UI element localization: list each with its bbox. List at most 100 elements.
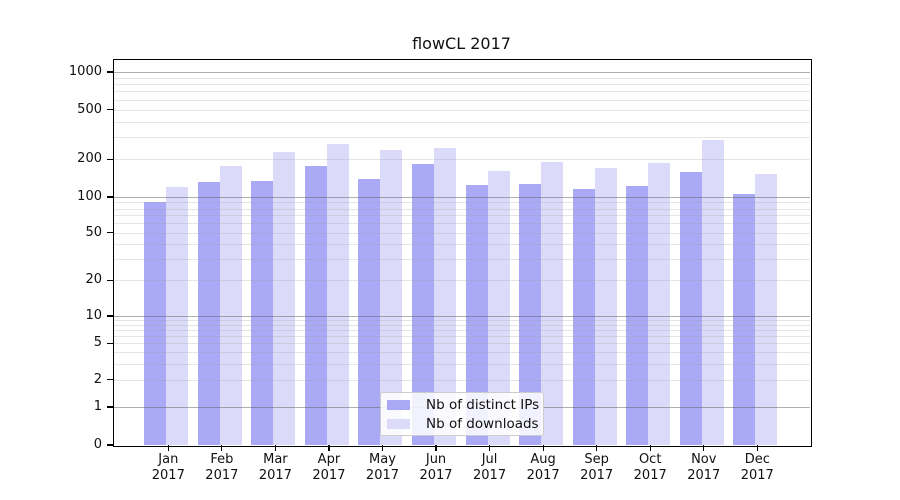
x-tick xyxy=(435,445,437,451)
gridline-minor xyxy=(113,77,810,79)
x-tick-year: 2017 xyxy=(258,468,292,483)
gridline-minor xyxy=(113,109,810,111)
x-tick-month: Mar xyxy=(263,452,288,467)
x-tick-label: Jul 2017 xyxy=(460,452,520,484)
x-tick-month: Sep xyxy=(584,452,609,467)
gridline-minor xyxy=(113,244,810,246)
x-tick-year: 2017 xyxy=(151,468,185,483)
gridline-major xyxy=(113,71,810,73)
bar-distinct-ips xyxy=(304,165,327,445)
y-tick xyxy=(106,232,113,234)
chart-title: flowCL 2017 xyxy=(412,34,511,53)
bar-downloads xyxy=(541,161,564,445)
x-tick xyxy=(596,445,598,451)
y-tick xyxy=(106,342,113,344)
gridline-minor xyxy=(113,280,810,282)
gridline-minor xyxy=(113,99,810,101)
gridline-minor xyxy=(113,320,810,322)
x-tick-year: 2017 xyxy=(526,468,560,483)
x-tick-label: Apr 2017 xyxy=(299,452,359,484)
y-tick-label: 20 xyxy=(85,272,102,288)
bar-downloads xyxy=(273,151,296,445)
x-tick-label: Aug 2017 xyxy=(513,452,573,484)
x-tick-label: Sep 2017 xyxy=(567,452,627,484)
x-tick-month: May xyxy=(369,452,396,467)
gridline-minor xyxy=(113,208,810,210)
gridline-minor xyxy=(113,232,810,234)
bar-distinct-ips xyxy=(679,171,702,445)
gridline-minor xyxy=(113,215,810,217)
x-tick xyxy=(488,445,491,451)
x-tick xyxy=(381,445,384,451)
y-tick-label: 2 xyxy=(93,371,102,387)
gridline-minor xyxy=(113,330,810,332)
x-tick xyxy=(221,445,223,451)
legend-swatch-downloads xyxy=(387,418,410,429)
x-tick-label: Jun 2017 xyxy=(406,452,466,484)
gridline-minor xyxy=(113,324,810,326)
gridline-major xyxy=(113,196,810,198)
x-tick-month: Jun xyxy=(425,452,447,467)
y-tick-label: 100 xyxy=(77,189,102,204)
bar-downloads xyxy=(380,149,403,445)
x-tick-year: 2017 xyxy=(687,468,721,483)
x-tick-year: 2017 xyxy=(740,468,774,483)
y-tick-label: 10 xyxy=(85,308,102,323)
bar-distinct-ips xyxy=(412,163,435,445)
x-tick-month: Aug xyxy=(530,452,556,467)
y-tick-label: 0 xyxy=(93,437,102,452)
gridline-minor xyxy=(113,336,810,338)
x-tick-label: Dec 2017 xyxy=(727,452,787,484)
x-tick-month: Dec xyxy=(744,452,770,467)
bar-distinct-ips xyxy=(358,179,381,445)
y-tick-label: 50 xyxy=(85,224,102,240)
x-tick-label: Mar 2017 xyxy=(245,452,305,484)
x-tick-year: 2017 xyxy=(633,468,667,483)
bar-distinct-ips xyxy=(465,184,488,445)
legend-label-downloads: Nb of downloads xyxy=(426,415,539,432)
y-tick xyxy=(106,406,113,408)
y-tick xyxy=(106,109,113,111)
bar-downloads xyxy=(648,163,671,445)
bar-distinct-ips xyxy=(733,194,756,445)
legend-item-distinct-ips: Nb of distinct IPs xyxy=(387,397,539,413)
gridline-minor xyxy=(113,121,810,123)
x-tick-month: Oct xyxy=(638,452,662,467)
bar-downloads xyxy=(755,173,778,445)
gridline-minor xyxy=(113,91,810,93)
gridline-minor xyxy=(113,352,810,354)
bar-downloads xyxy=(434,148,457,445)
plot-frame xyxy=(113,59,812,447)
gridline-minor xyxy=(113,363,810,365)
bar-downloads xyxy=(701,140,724,445)
bar-distinct-ips xyxy=(197,182,220,445)
x-tick-month: Apr xyxy=(317,452,341,467)
x-tick-month: Feb xyxy=(210,452,234,467)
bar-downloads xyxy=(219,166,242,445)
y-tick xyxy=(106,158,113,160)
gridline-minor xyxy=(113,159,810,161)
y-tick-label: 1 xyxy=(93,399,102,414)
legend: Nb of distinct IPs Nb of downloads xyxy=(380,392,544,436)
gridline-minor xyxy=(113,202,810,204)
x-tick-year: 2017 xyxy=(205,468,239,483)
x-tick-month: Jan xyxy=(158,452,179,467)
x-tick-year: 2017 xyxy=(419,468,453,483)
bar-downloads xyxy=(594,168,617,445)
y-tick-label: 500 xyxy=(77,101,102,117)
y-tick-label: 1000 xyxy=(68,64,102,79)
x-tick-year: 2017 xyxy=(473,468,507,483)
x-tick-year: 2017 xyxy=(365,468,400,483)
x-tick xyxy=(756,445,758,451)
bar-distinct-ips xyxy=(519,184,542,445)
y-tick xyxy=(106,379,113,381)
x-tick xyxy=(167,445,169,451)
bar-downloads xyxy=(326,144,349,445)
x-tick xyxy=(542,445,544,451)
y-tick xyxy=(106,196,113,198)
gridline-minor xyxy=(113,259,810,261)
y-tick-label: 200 xyxy=(77,151,102,167)
x-tick xyxy=(274,445,276,451)
y-tick xyxy=(106,279,113,281)
